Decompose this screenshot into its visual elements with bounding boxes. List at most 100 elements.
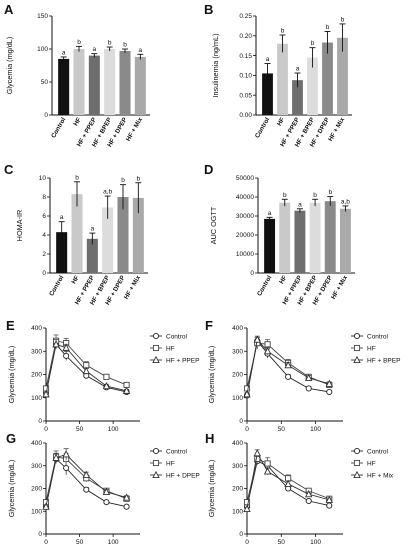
- x-tick-label: 0: [245, 426, 249, 433]
- significance-label: a: [60, 214, 64, 221]
- bar: [104, 49, 116, 115]
- marker-circle: [305, 497, 312, 505]
- marker-triangle: [52, 453, 60, 461]
- y-tick-label: 0: [42, 270, 46, 277]
- x-tick-label: 50: [278, 539, 286, 546]
- bar: [339, 208, 351, 273]
- y-tick-label: 400: [31, 440, 42, 447]
- y-tick-label: 100: [37, 46, 48, 53]
- y-axis-title: Glycemia (mg/dL): [207, 346, 216, 404]
- y-tick-label: 0: [250, 270, 254, 277]
- line-panel-F: F 0 100 200 300 400 0 50 100 Glycemia (mg/dL) Cont…: [205, 318, 400, 433]
- marker-square: [243, 499, 251, 506]
- significance-label: b: [137, 175, 141, 182]
- legend-label: HF + PPEP: [166, 357, 199, 364]
- y-axis-title: Glycemia (mg/dL): [5, 37, 14, 95]
- marker-circle: [83, 486, 90, 493]
- y-tick-label: 0: [239, 418, 243, 425]
- y-axis-title: Glycemia (mg/dL): [7, 460, 16, 518]
- marker-circle: [353, 332, 361, 340]
- marker-triangle: [325, 495, 334, 503]
- panel-letter: F: [205, 318, 213, 333]
- legend-label: Control: [367, 333, 389, 340]
- marker-square: [152, 459, 160, 467]
- marker-circle: [305, 385, 312, 392]
- y-axis-title: Glycemia (mg/dL): [7, 346, 16, 404]
- panel-letter: C: [4, 162, 14, 177]
- marker-triangle: [284, 361, 292, 369]
- bar: [292, 80, 303, 115]
- marker-square: [353, 344, 361, 352]
- bar: [324, 201, 336, 273]
- panel-letter: D: [204, 162, 213, 177]
- x-category-label: Control: [48, 274, 65, 297]
- marker-triangle: [42, 502, 50, 510]
- significance-label: a: [91, 226, 95, 233]
- x-tick-label: 100: [310, 539, 321, 546]
- marker-circle: [353, 447, 361, 455]
- bar: [277, 43, 288, 115]
- marker-circle: [123, 503, 130, 510]
- y-tick-label: 100: [232, 508, 243, 515]
- panel-letter: B: [204, 2, 213, 17]
- y-tick-label: 100: [232, 395, 243, 402]
- marker-triangle: [52, 340, 60, 348]
- marker-triangle: [102, 487, 111, 495]
- y-tick-label: 150: [37, 13, 48, 20]
- series-line: [246, 458, 330, 503]
- x-tick-label: 100: [310, 426, 321, 433]
- x-category-label: Control: [254, 116, 271, 139]
- marker-circle: [63, 352, 70, 359]
- significance-label: b: [281, 28, 285, 35]
- x-category-label: Control: [256, 274, 273, 297]
- y-tick-label: 0.10: [239, 73, 252, 80]
- bar: [71, 194, 83, 273]
- bar: [262, 73, 273, 115]
- x-tick-label: 0: [245, 539, 249, 546]
- marker-triangle: [82, 366, 91, 375]
- marker-triangle: [152, 355, 160, 364]
- significance-label: b: [326, 24, 330, 31]
- marker-circle: [152, 332, 160, 340]
- y-tick-label: 4: [42, 232, 46, 239]
- y-tick-label: 100: [31, 508, 42, 515]
- marker-circle: [63, 464, 70, 472]
- y-tick-label: 200: [232, 372, 243, 379]
- significance-label: a,b: [103, 189, 112, 196]
- bar: [117, 197, 129, 273]
- marker-square: [264, 341, 271, 348]
- x-tick-label: 0: [44, 426, 48, 433]
- series-line: [246, 460, 330, 507]
- marker-circle: [326, 388, 333, 395]
- line-panel-G: G 0 100 200 300 400 0 50 100 Glycemia (mg/dL) Cont…: [6, 431, 200, 546]
- bar: [102, 207, 114, 273]
- marker-triangle: [42, 390, 50, 398]
- x-tick-label: 50: [76, 426, 84, 433]
- y-tick-label: 10000: [236, 251, 254, 258]
- significance-label: a,b: [341, 198, 350, 205]
- marker-triangle: [62, 343, 70, 351]
- marker-triangle: [122, 386, 131, 394]
- significance-label: b: [311, 40, 315, 47]
- bar: [307, 57, 318, 115]
- y-tick-label: 300: [232, 463, 243, 470]
- y-tick-label: 400: [232, 440, 243, 447]
- marker-triangle: [325, 379, 334, 387]
- marker-triangle: [82, 470, 91, 478]
- bar-panel-D: D 0 10000 20000 30000 40000 50000 AUC OGTT a Cont…: [204, 162, 355, 306]
- y-tick-label: 2: [42, 251, 46, 258]
- panel-letter: G: [6, 431, 16, 446]
- bar: [337, 37, 348, 115]
- marker-circle: [285, 373, 292, 380]
- series-line: [45, 340, 127, 389]
- significance-label: a: [139, 47, 143, 54]
- marker-triangle: [243, 390, 251, 398]
- y-tick-label: 6: [42, 213, 46, 220]
- series-line: [45, 343, 127, 395]
- panel-letter: A: [4, 2, 14, 17]
- significance-label: b: [108, 40, 112, 47]
- significance-label: a: [296, 66, 300, 73]
- marker-circle: [152, 447, 160, 455]
